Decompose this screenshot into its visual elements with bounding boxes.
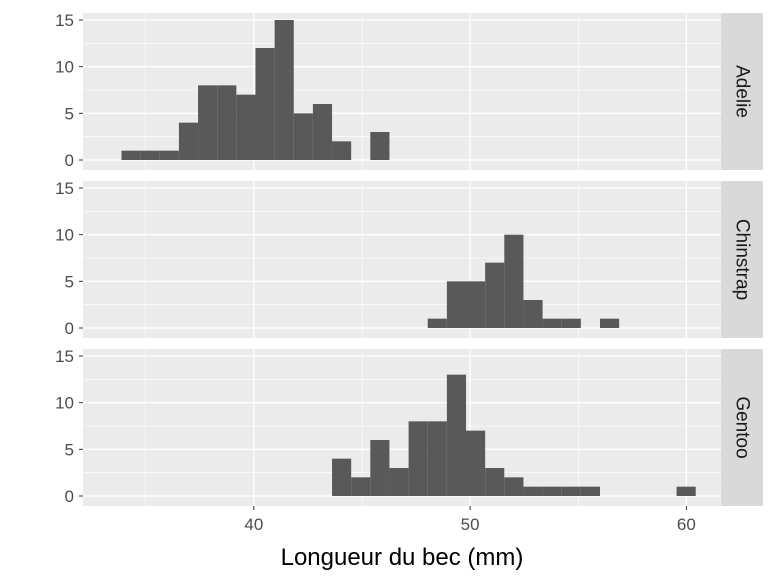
facet-strip-label: Adelie	[732, 65, 753, 118]
histogram-bar	[370, 132, 390, 160]
facet-strip-label: Chinstrap	[732, 219, 753, 300]
y-tick-label: 5	[65, 104, 74, 123]
facet-strip	[721, 349, 763, 506]
y-tick-label: 15	[55, 347, 74, 366]
histogram-bar	[217, 85, 237, 160]
histogram-bar	[370, 440, 390, 496]
histogram-bar	[389, 468, 409, 496]
histogram-bar	[561, 318, 581, 328]
histogram-bar	[255, 48, 275, 160]
histogram-bar	[504, 234, 524, 328]
y-tick-label: 0	[65, 151, 74, 170]
histogram-bar	[485, 262, 505, 328]
y-tick-label: 10	[55, 226, 74, 245]
histogram-bar	[427, 421, 447, 496]
histogram-bar	[599, 318, 620, 328]
facet-panels: 0 5 10 15 Adelie 0 5 10 15 Chinstrap 0 5 10 15 Gentoo 4…	[55, 11, 763, 534]
x-tick-label: 50	[461, 515, 480, 534]
x-tick-label: 40	[244, 515, 263, 534]
histogram-bar	[542, 486, 562, 496]
facet-strip	[721, 181, 763, 338]
histogram-bar	[332, 458, 352, 496]
histogram-bar	[466, 281, 486, 328]
facet-strip	[721, 13, 763, 170]
y-tick-label: 5	[65, 440, 74, 459]
histogram-bar	[427, 318, 447, 328]
histogram-bar	[446, 281, 467, 328]
histogram-bar	[121, 150, 141, 160]
histogram-bar	[198, 85, 218, 160]
histogram-bar	[485, 468, 505, 496]
histogram-bar	[178, 122, 199, 160]
y-tick-label: 10	[55, 394, 74, 413]
histogram-bar	[312, 104, 333, 160]
histogram-bar	[523, 300, 543, 328]
histogram-bar	[446, 374, 467, 496]
histogram-bar	[140, 150, 160, 160]
histogram-bar	[408, 421, 428, 496]
histogram-bar	[523, 486, 543, 496]
histogram-bar	[351, 477, 371, 496]
histogram-bar	[676, 486, 696, 496]
histogram-bar	[332, 141, 352, 160]
histogram-bar	[561, 486, 581, 496]
histogram-bar	[504, 477, 524, 496]
panel-background	[83, 181, 721, 338]
histogram-bar	[159, 150, 179, 160]
y-tick-label: 15	[55, 179, 74, 198]
panel-background	[83, 13, 721, 170]
y-tick-label: 0	[65, 319, 74, 338]
histogram-bar	[466, 430, 486, 496]
x-axis-title: Longueur du bec (mm)	[281, 544, 524, 571]
y-tick-label: 5	[65, 272, 74, 291]
histogram-bar	[580, 486, 600, 496]
y-tick-label: 15	[55, 11, 74, 30]
histogram-bar	[293, 113, 313, 160]
histogram-bar	[274, 20, 294, 160]
facet-strip-label: Gentoo	[732, 396, 753, 458]
y-tick-label: 0	[65, 487, 74, 506]
y-tick-label: 10	[55, 58, 74, 77]
histogram-bar	[542, 318, 562, 328]
histogram-bar	[236, 94, 256, 160]
x-tick-label: 60	[677, 515, 696, 534]
